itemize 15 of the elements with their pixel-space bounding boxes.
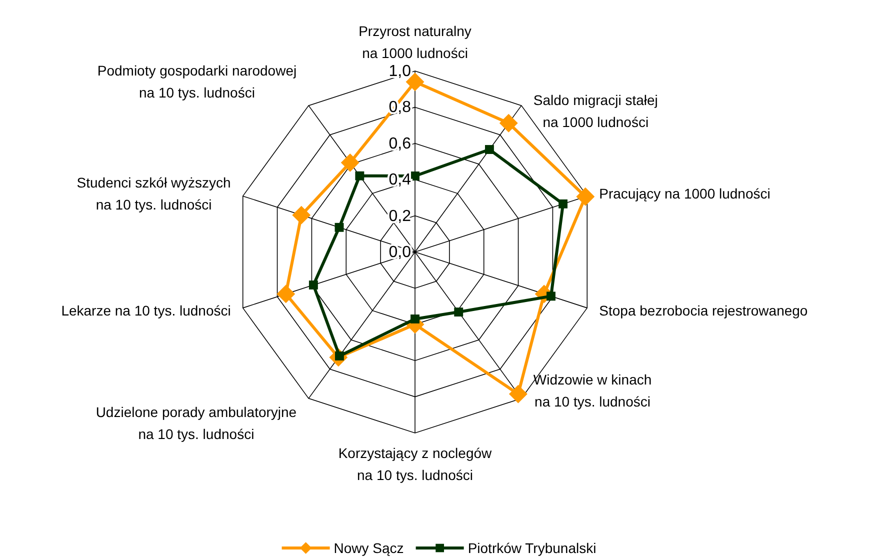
legend-label: Piotrków Trybunalski xyxy=(468,540,596,556)
spoke-label: Stopa bezrobocia rejestrowanego xyxy=(599,302,808,318)
spoke-label: Pracujący na 1000 ludności xyxy=(599,186,770,202)
y-tick-label: 0,6 xyxy=(388,135,412,152)
spoke-label: Saldo migracji stałej na 1000 ludności xyxy=(533,92,658,130)
y-tick-label: 0,0 xyxy=(388,244,412,261)
spoke-label: Lekarze na 10 tys. ludności xyxy=(61,302,231,318)
spoke-label: Udzielone porady ambulatoryjne na 10 tys. ludności xyxy=(96,404,297,442)
legend-label: Nowy Sącz xyxy=(334,540,404,556)
spoke-label: Widzowie w kinach na 10 tys. ludności xyxy=(533,372,652,410)
spoke-label: Korzystający z noclegów na 10 tys. ludności xyxy=(338,445,493,483)
spoke-label: Podmioty gospodarki narodowej na 10 tys. ludności xyxy=(97,62,297,101)
y-tick-label: 1,0 xyxy=(388,63,412,80)
spoke-label: Studenci szkół wyższych na 10 tys. ludności xyxy=(76,174,231,213)
spoke-label: Przyrost naturalny na 1000 ludności xyxy=(358,23,472,61)
